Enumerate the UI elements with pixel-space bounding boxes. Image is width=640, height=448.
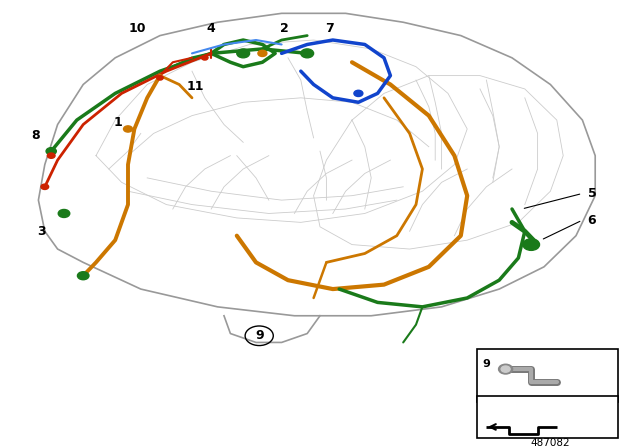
- Text: 9: 9: [483, 359, 490, 369]
- Text: 11: 11: [186, 80, 204, 93]
- Circle shape: [523, 239, 540, 250]
- Circle shape: [499, 364, 513, 374]
- Text: 487082: 487082: [531, 438, 570, 448]
- Text: 10: 10: [129, 22, 147, 35]
- Circle shape: [301, 49, 314, 58]
- Circle shape: [124, 126, 132, 132]
- Text: 8: 8: [31, 129, 40, 142]
- Circle shape: [202, 56, 208, 60]
- Circle shape: [501, 366, 510, 372]
- Text: 6: 6: [588, 214, 596, 227]
- Circle shape: [157, 76, 163, 80]
- Circle shape: [237, 49, 250, 58]
- Bar: [477, 396, 618, 438]
- Text: 5: 5: [588, 187, 596, 200]
- Text: 1: 1: [114, 116, 123, 129]
- Circle shape: [58, 210, 70, 217]
- Text: 4: 4: [207, 22, 216, 35]
- Circle shape: [77, 272, 89, 280]
- Circle shape: [354, 90, 363, 96]
- Circle shape: [41, 184, 49, 190]
- Circle shape: [258, 50, 267, 56]
- Circle shape: [46, 148, 56, 155]
- Text: 3: 3: [37, 225, 46, 238]
- Text: 9: 9: [255, 329, 264, 342]
- Text: 7: 7: [325, 22, 334, 35]
- Circle shape: [47, 153, 55, 158]
- Bar: [477, 349, 618, 402]
- Text: 2: 2: [280, 22, 289, 35]
